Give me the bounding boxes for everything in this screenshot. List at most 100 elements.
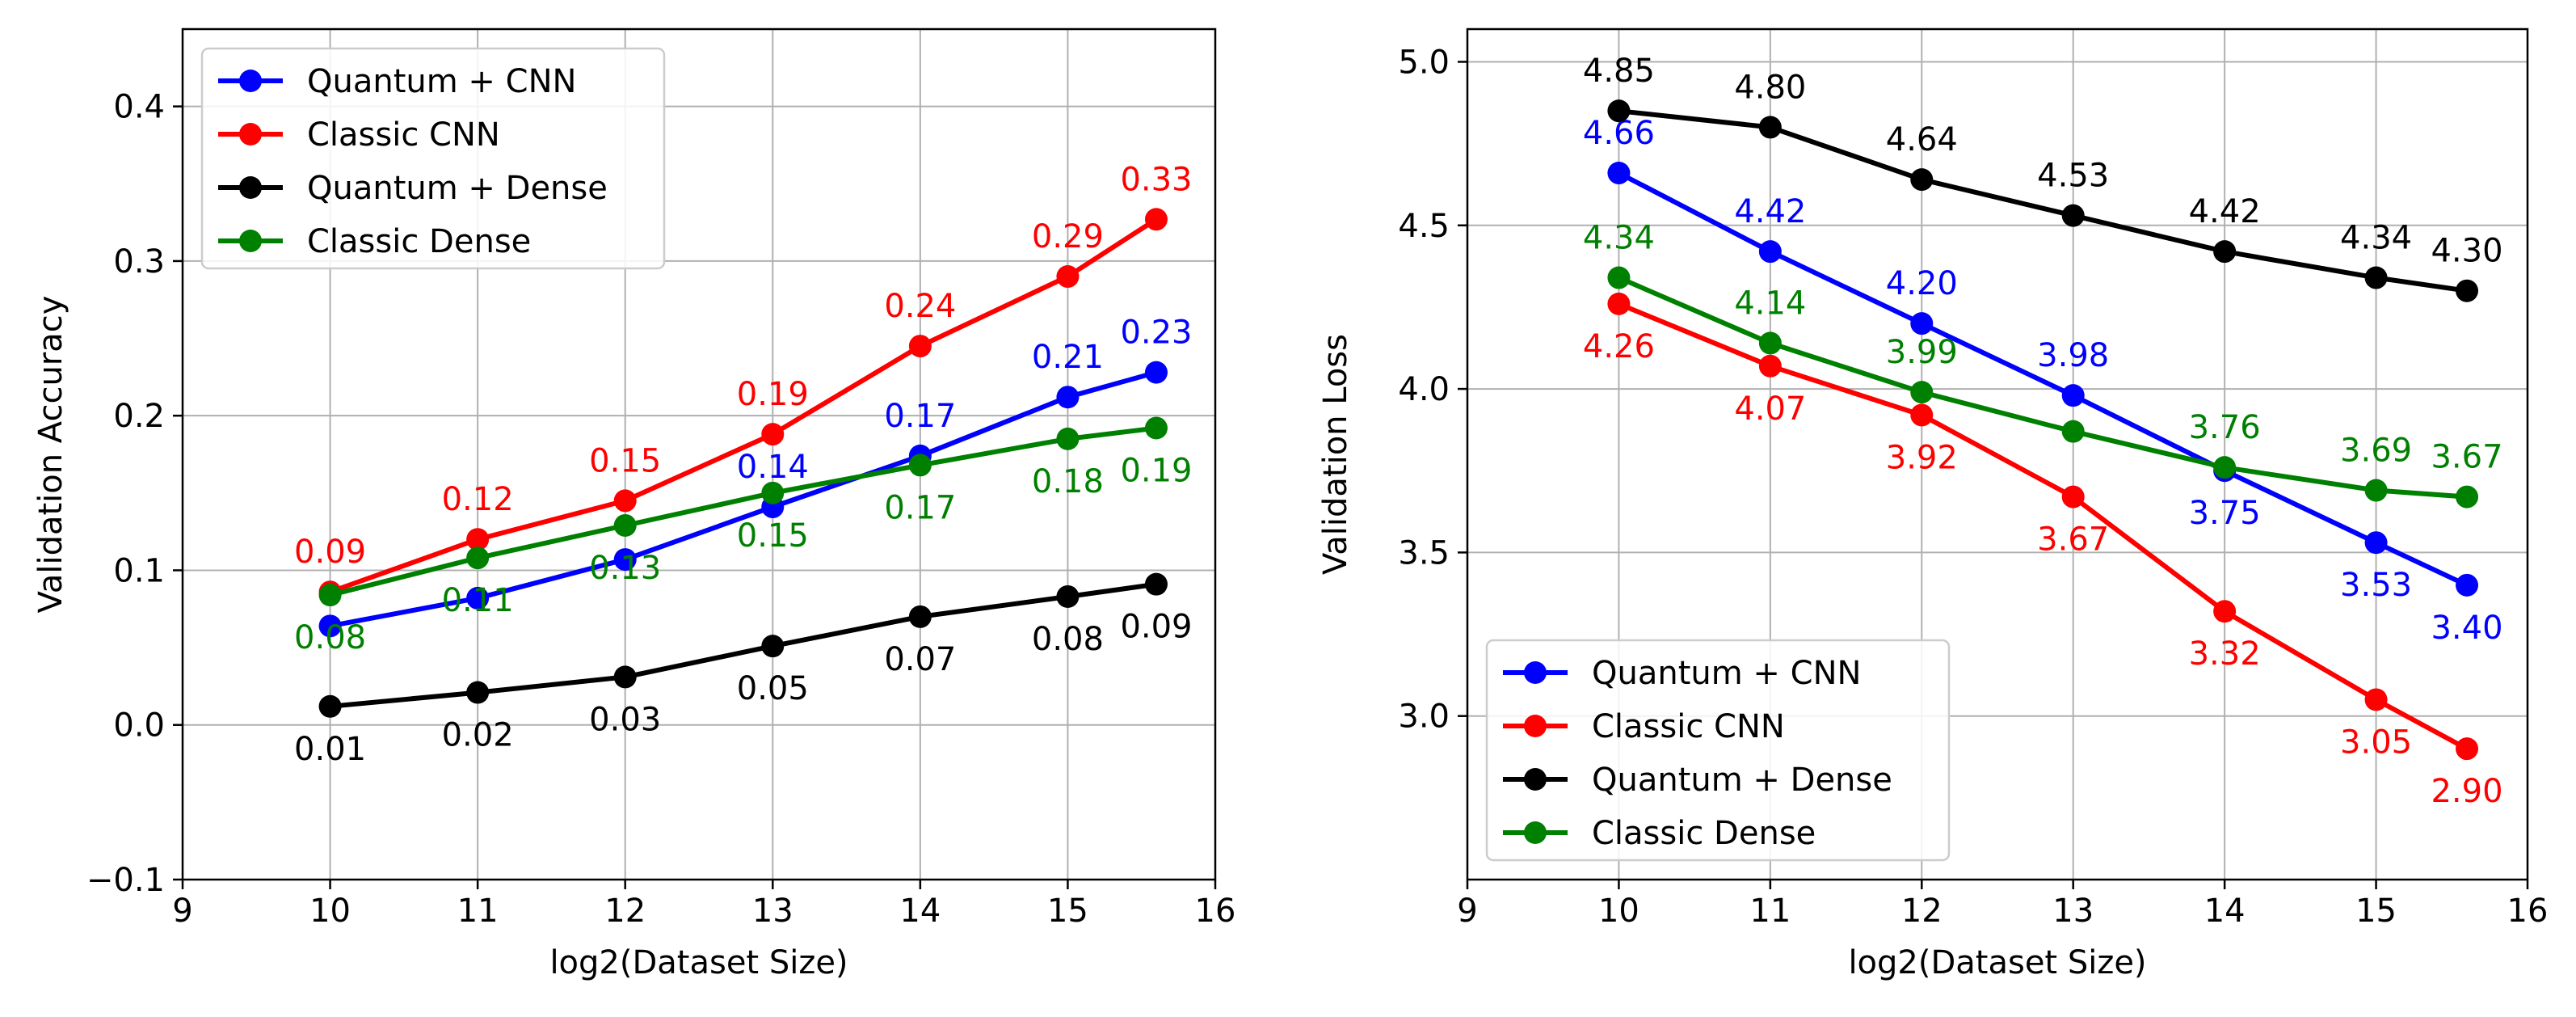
accuracy-ytick-label: 0.1 (113, 552, 165, 589)
loss-ticks: 9 10 11 12 13 14 15 16 3.0 3.5 4.0 4.5 5.0 (1398, 44, 2548, 930)
accuracy-xtick-label: 10 (309, 893, 351, 930)
accuracy-classic-dense-point (466, 546, 490, 570)
loss-classic-cnn-data-label: 4.07 (1734, 390, 1806, 428)
loss-axes-frame (1466, 27, 2529, 881)
loss-classic-dense-data-label: 3.99 (1886, 334, 1958, 371)
accuracy-series-quantum-cnn: 0.14 0.17 0.21 0.23 (318, 314, 1193, 638)
accuracy-quantum-cnn-point (318, 614, 342, 638)
accuracy-ytick-label: 0.2 (113, 398, 165, 435)
loss-quantum-dense-data-label: 4.42 (2189, 193, 2261, 230)
accuracy-quantum-cnn-point (1144, 361, 1168, 384)
loss-ytick-label: 4.0 (1398, 371, 1450, 408)
accuracy-legend-swatch-marker (239, 70, 262, 92)
accuracy-legend-entry-classic-cnn: Classic CNN (218, 116, 500, 154)
accuracy-quantum-cnn-data-label: 0.14 (737, 449, 809, 486)
accuracy-classic-cnn-point (466, 528, 490, 551)
accuracy-legend-entry-quantum-cnn: Quantum + CNN (218, 63, 576, 100)
accuracy-quantum-dense-data-label: 0.07 (884, 641, 956, 678)
loss-series-classic-cnn: 4.26 4.07 3.92 3.67 3.32 3.05 2.90 (1583, 292, 2503, 810)
accuracy-classic-cnn-point (613, 489, 637, 513)
accuracy-xtick-label: 9 (172, 893, 192, 930)
accuracy-ytick-label: −0.1 (86, 862, 165, 899)
accuracy-ytick-label: 0.4 (113, 89, 165, 126)
loss-quantum-cnn-point (1607, 162, 1631, 185)
loss-ytick-label: 5.0 (1398, 44, 1450, 81)
loss-xtick-label: 15 (2355, 893, 2397, 930)
loss-classic-dense-point (1910, 381, 1934, 404)
accuracy-quantum-dense-data-label: 0.01 (294, 731, 366, 768)
loss-quantum-dense-point (2364, 266, 2388, 289)
loss-classic-dense-point (2456, 485, 2479, 508)
accuracy-quantum-dense-point (613, 665, 637, 689)
accuracy-quantum-dense-point (466, 681, 490, 704)
accuracy-classic-dense-point (1144, 416, 1168, 440)
accuracy-classic-dense-data-label: 0.15 (737, 517, 809, 555)
loss-classic-cnn-data-label: 3.92 (1886, 439, 1958, 476)
accuracy-classic-dense-point (908, 454, 932, 477)
accuracy-classic-dense-point (613, 513, 637, 537)
accuracy-legend-label: Classic CNN (307, 116, 500, 154)
accuracy-axes-frame (181, 27, 1217, 881)
loss-quantum-cnn-point (2456, 573, 2479, 597)
accuracy-series-classic-dense: 0.08 0.11 0.13 0.15 0.17 0.18 0.19 (294, 416, 1193, 656)
loss-legend-box (1485, 639, 1951, 862)
loss-legend-label: Classic CNN (1592, 708, 1785, 745)
loss-quantum-dense-point (2061, 204, 2085, 227)
accuracy-quantum-dense-point (908, 605, 932, 628)
loss-quantum-dense-point (2456, 279, 2479, 302)
accuracy-ytick-label: 0.3 (113, 243, 165, 281)
accuracy-quantum-dense-data-label: 0.05 (737, 670, 809, 707)
accuracy-classic-dense-data-label: 0.19 (1120, 452, 1192, 489)
loss-quantum-cnn-point (2364, 531, 2388, 555)
loss-chart: 9 10 11 12 13 14 15 16 3.0 3.5 4.0 4.5 5.0 log2(Datas… (1317, 27, 2548, 981)
loss-classic-dense-data-label: 3.76 (2189, 409, 2261, 446)
loss-classic-cnn-data-label: 3.67 (2037, 521, 2109, 559)
accuracy-xtick-label: 13 (752, 893, 793, 930)
loss-series-classic-dense: 4.34 4.14 3.99 3.76 3.69 3.67 (1583, 220, 2503, 508)
loss-quantum-cnn-point (1758, 240, 1782, 264)
accuracy-quantum-dense-point (1144, 572, 1168, 596)
loss-legend-entry-classic-cnn: Classic CNN (1503, 708, 1785, 745)
accuracy-classic-dense-data-label: 0.18 (1032, 463, 1104, 500)
accuracy-legend-swatch-marker (239, 176, 262, 199)
loss-series-quantum-dense: 4.85 4.80 4.64 4.53 4.42 4.34 4.30 (1583, 53, 2503, 302)
loss-classic-cnn-point (2213, 600, 2237, 623)
loss-classic-cnn-point (1607, 292, 1631, 315)
loss-classic-dense-data-label: 4.34 (1583, 220, 1655, 257)
accuracy-classic-cnn-data-label: 0.09 (294, 534, 366, 571)
accuracy-quantum-dense-data-label: 0.03 (589, 701, 661, 738)
loss-classic-cnn-point (1758, 354, 1782, 378)
accuracy-legend: Quantum + CNN Classic CNN Quantum + Dense C… (200, 47, 666, 270)
accuracy-classic-cnn-data-label: 0.29 (1032, 218, 1104, 255)
accuracy-xtick-label: 11 (457, 893, 499, 930)
accuracy-xtick-label: 15 (1047, 893, 1088, 930)
accuracy-quantum-cnn-point (466, 586, 490, 610)
loss-classic-dense-data-label: 3.67 (2431, 439, 2502, 476)
accuracy-classic-cnn-point (908, 335, 932, 358)
loss-classic-dense-point (2213, 456, 2237, 479)
loss-xtick-label: 16 (2507, 893, 2549, 930)
accuracy-classic-dense-point (318, 584, 342, 607)
loss-quantum-dense-data-label: 4.64 (1886, 121, 1958, 158)
accuracy-classic-dense-data-label: 0.08 (294, 619, 366, 656)
loss-quantum-dense-point (1607, 99, 1631, 123)
loss-quantum-cnn-point (2061, 384, 2085, 407)
loss-legend: Quantum + CNN Classic CNN Quantum + Dense C… (1485, 639, 1951, 862)
loss-quantum-dense-point (2213, 240, 2237, 264)
loss-quantum-dense-data-label: 4.34 (2340, 220, 2412, 257)
loss-quantum-cnn-data-label: 4.42 (1734, 193, 1806, 230)
loss-ytick-label: 3.5 (1398, 534, 1450, 572)
loss-classic-cnn-point (1910, 403, 1934, 427)
accuracy-classic-dense-point (761, 481, 785, 504)
loss-x-axis-label: log2(Dataset Size) (1848, 944, 2146, 981)
accuracy-quantum-cnn-data-label: 0.17 (884, 398, 956, 435)
loss-quantum-cnn-data-label: 4.20 (1886, 265, 1958, 302)
accuracy-classic-cnn-data-label: 0.15 (589, 442, 661, 479)
loss-xtick-label: 12 (1901, 893, 1943, 930)
loss-classic-dense-point (2364, 479, 2388, 502)
accuracy-quantum-dense-data-label: 0.09 (1120, 609, 1192, 646)
accuracy-quantum-dense-point (318, 694, 342, 718)
loss-xtick-label: 11 (1749, 893, 1791, 930)
